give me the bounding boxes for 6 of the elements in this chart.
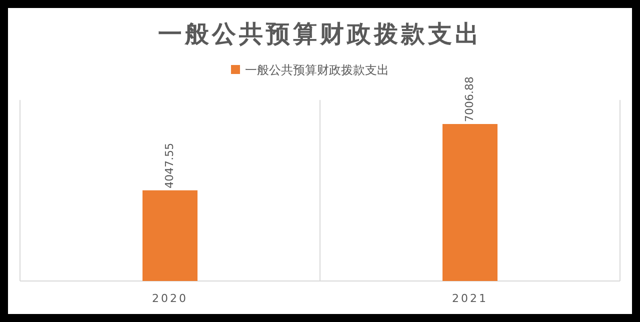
legend: 一般公共预算财政拨款支出 [231, 63, 389, 77]
x-tick-label: 2020 [152, 292, 188, 305]
x-tick-label: 2021 [452, 292, 488, 305]
chart-title: 一般公共预算财政拨款支出 [158, 20, 482, 48]
data-label: 4047.55 [163, 142, 176, 188]
data-label: 7006.88 [463, 76, 476, 122]
